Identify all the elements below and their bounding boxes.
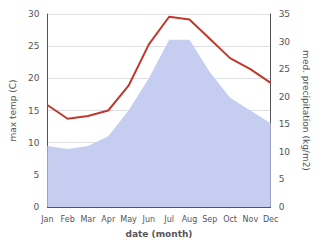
svg-text:med. precipitation (kg/m2): med. precipitation (kg/m2) xyxy=(301,50,311,171)
svg-text:30: 30 xyxy=(279,37,291,47)
svg-text:Apr: Apr xyxy=(101,215,116,224)
svg-text:Sep: Sep xyxy=(202,215,217,224)
svg-text:25: 25 xyxy=(279,64,290,74)
svg-text:0: 0 xyxy=(34,202,40,212)
svg-text:Jan: Jan xyxy=(40,215,53,224)
svg-text:Jun: Jun xyxy=(142,215,156,224)
svg-text:10: 10 xyxy=(279,147,291,157)
svg-text:max temp (C): max temp (C) xyxy=(8,79,18,141)
svg-text:Dec: Dec xyxy=(263,215,278,224)
svg-text:10: 10 xyxy=(28,138,40,148)
svg-text:Jul: Jul xyxy=(163,215,174,224)
svg-text:20: 20 xyxy=(279,92,291,102)
svg-text:May: May xyxy=(120,215,137,224)
svg-text:Feb: Feb xyxy=(61,215,75,224)
svg-text:date (month): date (month) xyxy=(126,229,193,239)
svg-text:15: 15 xyxy=(28,106,39,116)
svg-text:Nov: Nov xyxy=(243,215,259,224)
svg-text:5: 5 xyxy=(34,170,40,180)
svg-text:25: 25 xyxy=(28,41,39,51)
svg-text:Oct: Oct xyxy=(223,215,237,224)
svg-text:30: 30 xyxy=(28,9,40,19)
svg-text:Mar: Mar xyxy=(80,215,96,224)
svg-text:35: 35 xyxy=(279,9,290,19)
svg-text:Aug: Aug xyxy=(182,215,198,224)
svg-text:20: 20 xyxy=(28,73,40,83)
svg-text:15: 15 xyxy=(279,119,290,129)
svg-text:5: 5 xyxy=(279,174,285,184)
svg-text:0: 0 xyxy=(279,202,285,212)
